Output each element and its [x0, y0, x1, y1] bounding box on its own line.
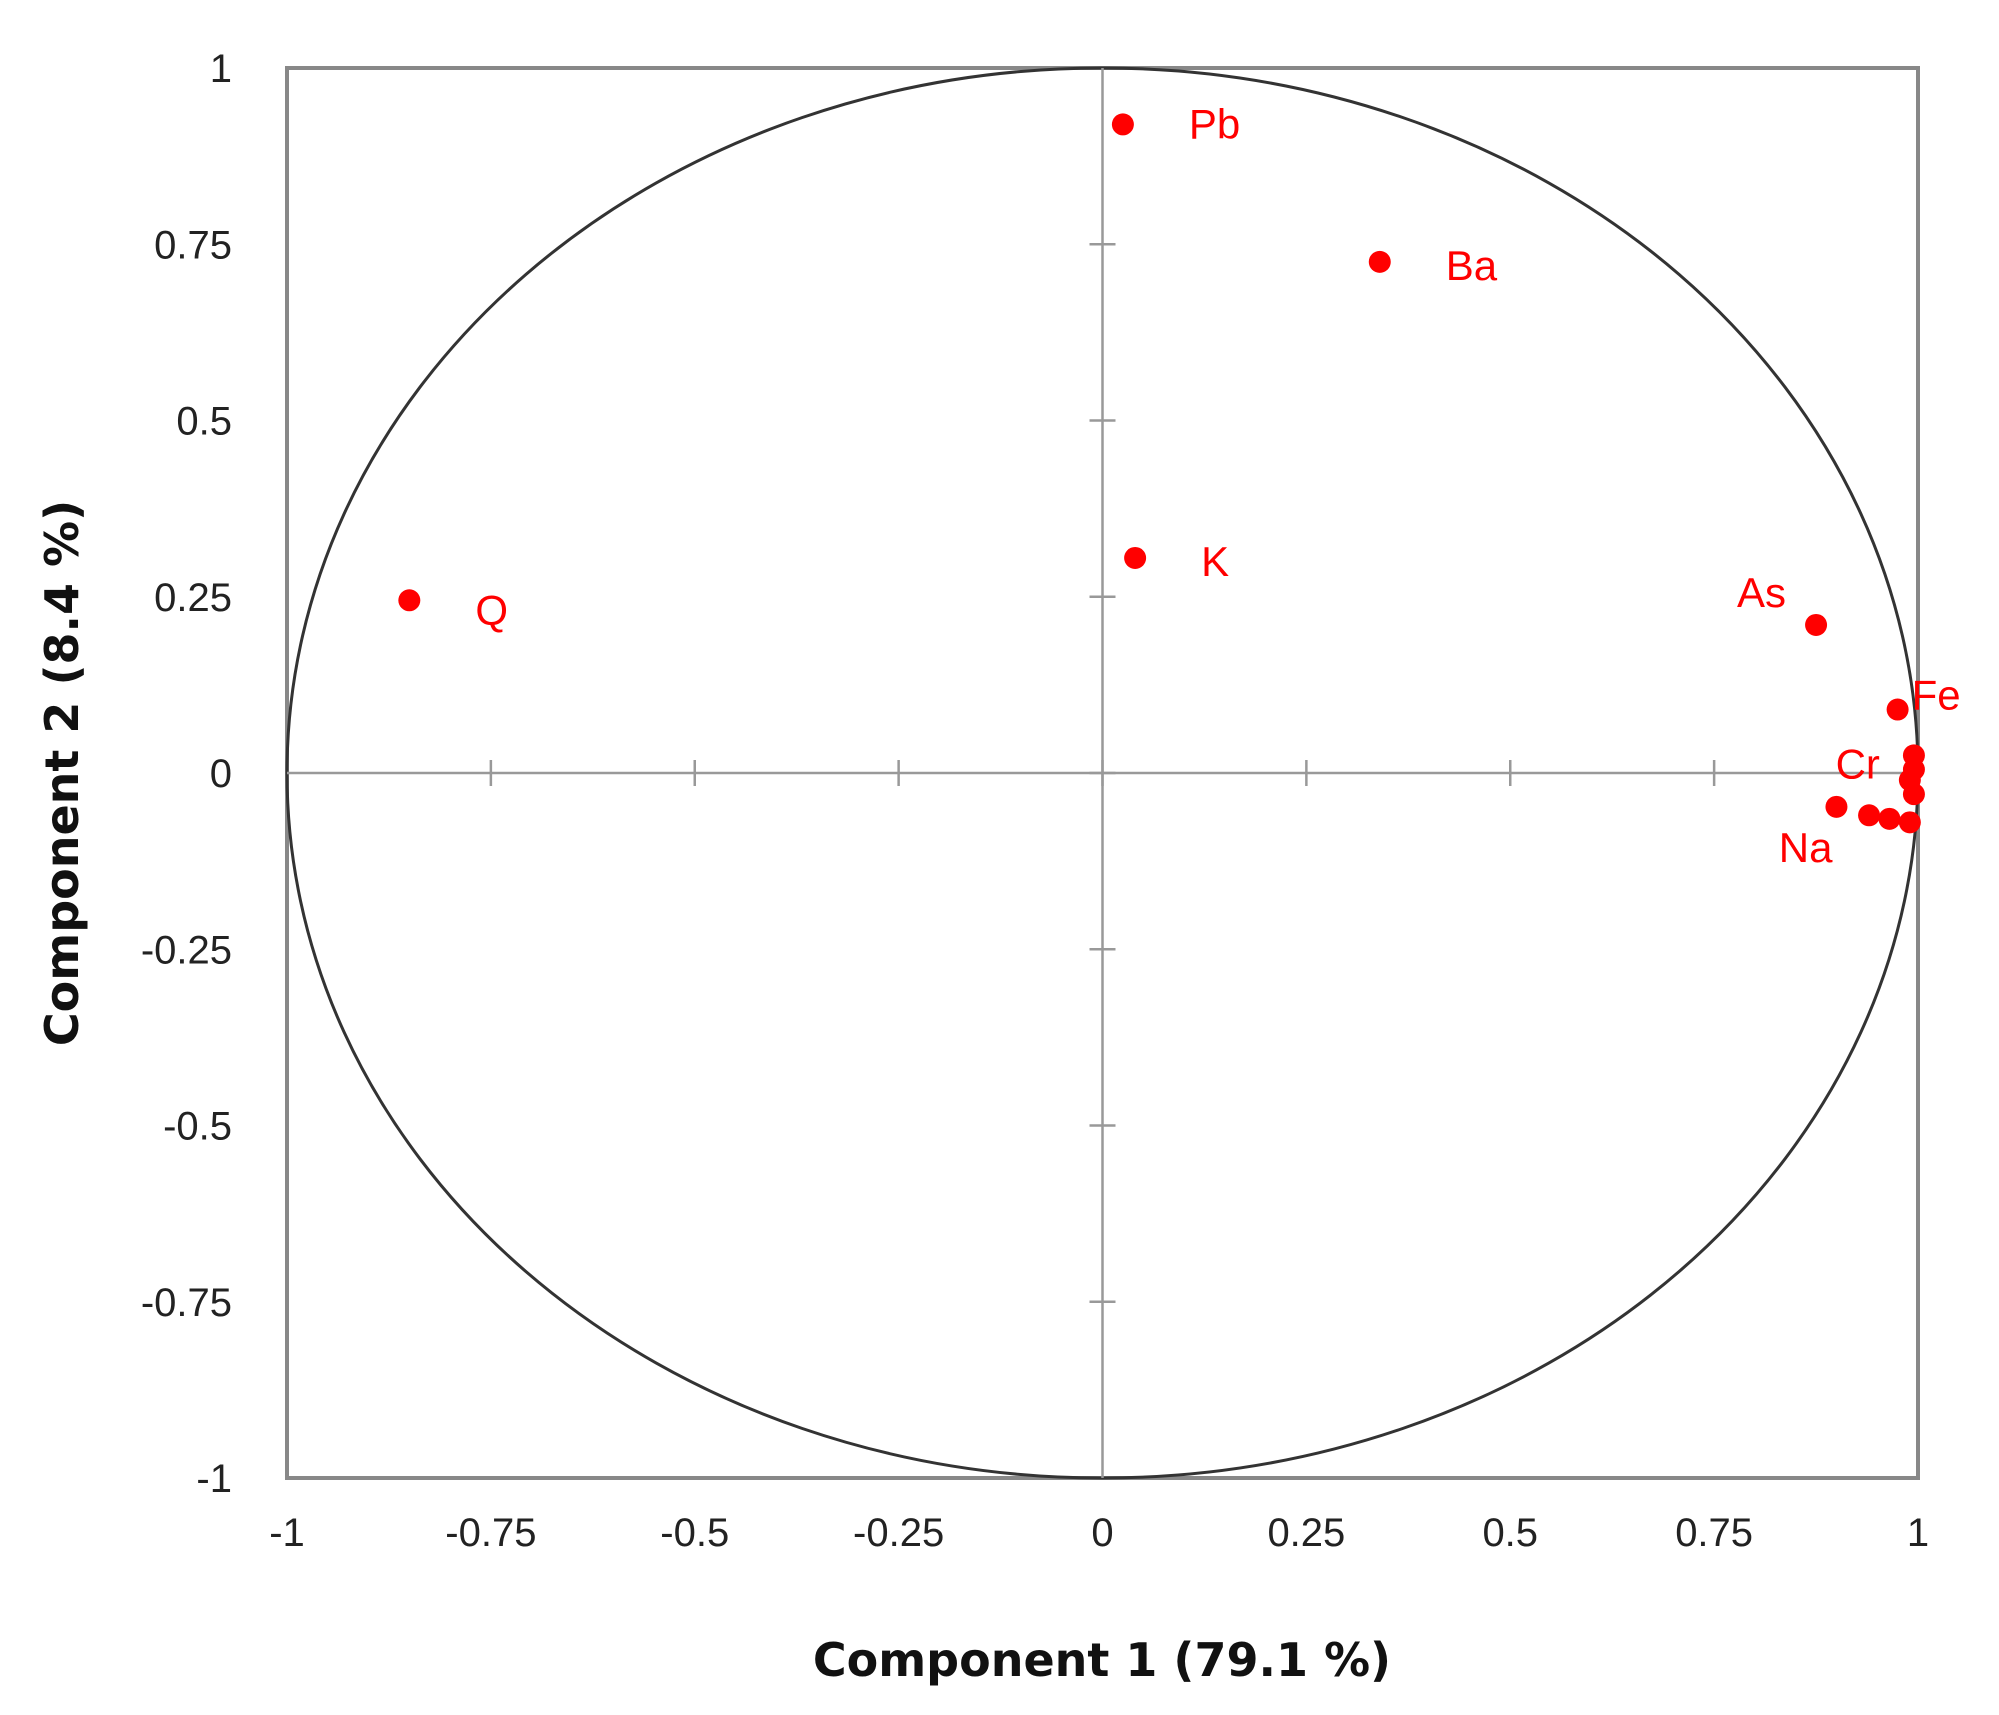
- x-tick-label: -0.75: [445, 1511, 536, 1555]
- axis-tick-labels: -1 -0.75 -0.5 -0.25 0 0.25 0.5 0.75 1 1 0.75 0.5 0.2…: [141, 47, 1929, 1555]
- x-tick-label: 1: [1907, 1511, 1929, 1555]
- point-pb: [1111, 113, 1134, 136]
- point-label-pb: Pb: [1189, 100, 1240, 147]
- y-tick-label: 0.75: [154, 223, 232, 267]
- point-ba: [1368, 250, 1391, 273]
- y-tick-label: 0.25: [154, 576, 232, 620]
- axis-ticks: [489, 243, 1716, 1303]
- y-tick-label: 0.5: [176, 400, 232, 444]
- point-k: [1124, 546, 1147, 569]
- point-label-na: Na: [1779, 824, 1833, 871]
- point-unlabeled: [1902, 783, 1925, 806]
- x-tick-label: -0.5: [660, 1511, 729, 1555]
- x-tick-label: -0.25: [853, 1511, 944, 1555]
- data-points: [398, 113, 1925, 834]
- point-na: [1825, 795, 1848, 818]
- point-label-q: Q: [475, 586, 508, 633]
- point-label-ba: Ba: [1446, 242, 1498, 289]
- x-tick-label: 0: [1091, 1511, 1113, 1555]
- point-label-as: As: [1737, 569, 1786, 616]
- point-label-cr: Cr: [1836, 740, 1880, 787]
- point-unlabeled: [1898, 811, 1921, 834]
- y-tick-label: 0: [210, 752, 232, 796]
- y-tick-label: -1: [196, 1457, 232, 1501]
- point-unlabeled: [1858, 804, 1881, 827]
- x-tick-label: 0.5: [1482, 1511, 1538, 1555]
- y-tick-label: -0.75: [141, 1281, 232, 1325]
- point-unlabeled: [1878, 807, 1901, 830]
- point-q: [398, 589, 421, 612]
- x-tick-label: 0.25: [1267, 1511, 1345, 1555]
- x-axis-title: Component 1 (79.1 %): [813, 1633, 1391, 1687]
- x-tick-label: 0.75: [1675, 1511, 1753, 1555]
- x-tick-label: -1: [269, 1511, 305, 1555]
- y-tick-label: 1: [210, 47, 232, 91]
- y-tick-label: -0.25: [141, 928, 232, 972]
- point-label-k: K: [1201, 538, 1229, 585]
- point-label-fe: Fe: [1912, 672, 1961, 719]
- point-fe: [1886, 698, 1909, 721]
- y-axis-title: Component 2 (8.4 %): [35, 500, 89, 1046]
- point-as: [1805, 613, 1828, 636]
- y-tick-label: -0.5: [163, 1105, 232, 1149]
